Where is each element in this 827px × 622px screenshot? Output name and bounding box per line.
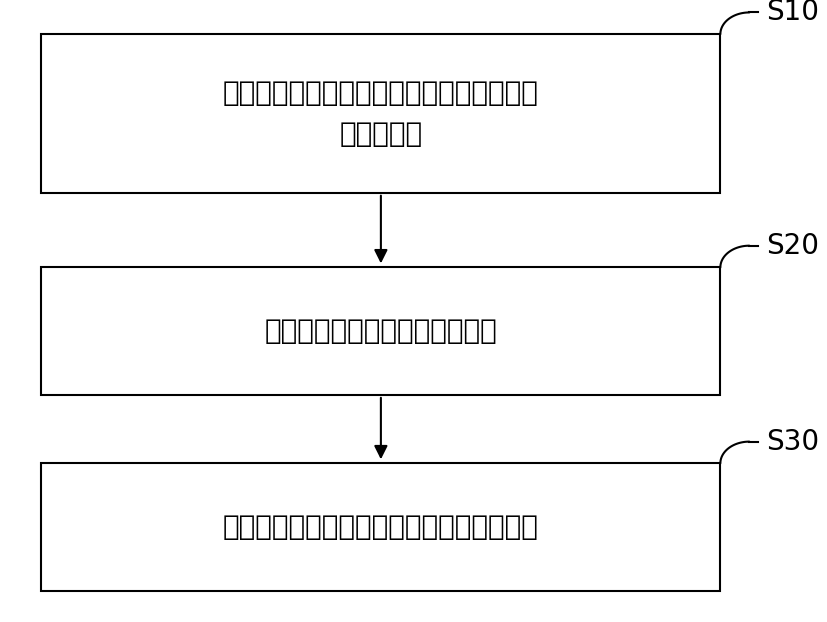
FancyBboxPatch shape [41, 34, 719, 193]
Text: 检测所述连接请求信息是否合法: 检测所述连接请求信息是否合法 [264, 317, 497, 345]
FancyBboxPatch shape [41, 267, 719, 395]
Text: S10: S10 [765, 0, 818, 27]
FancyBboxPatch shape [41, 463, 719, 591]
Text: S20: S20 [765, 231, 818, 260]
Text: 通过预设的接入端口接收移动设备发送的连
接请求信息: 通过预设的接入端口接收移动设备发送的连 接请求信息 [222, 79, 538, 148]
Text: S30: S30 [765, 427, 818, 456]
Text: 若是，则向所述移动设备发送连接确认信息: 若是，则向所述移动设备发送连接确认信息 [222, 513, 538, 541]
